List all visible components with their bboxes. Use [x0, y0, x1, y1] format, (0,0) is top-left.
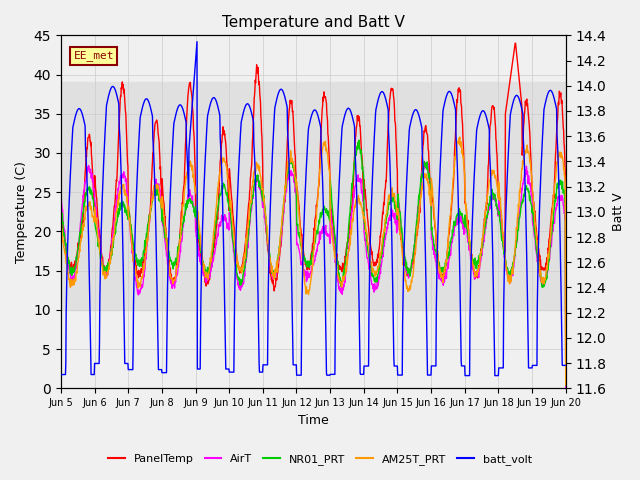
- Text: EE_met: EE_met: [74, 50, 114, 61]
- Bar: [61, 83, 566, 310]
- Y-axis label: Temperature (C): Temperature (C): [15, 161, 28, 263]
- Legend: PanelTemp, AirT, NR01_PRT, AM25T_PRT, batt_volt: PanelTemp, AirT, NR01_PRT, AM25T_PRT, ba…: [104, 450, 536, 469]
- Title: Temperature and Batt V: Temperature and Batt V: [222, 15, 404, 30]
- X-axis label: Time: Time: [298, 414, 329, 427]
- Y-axis label: Batt V: Batt V: [612, 192, 625, 231]
